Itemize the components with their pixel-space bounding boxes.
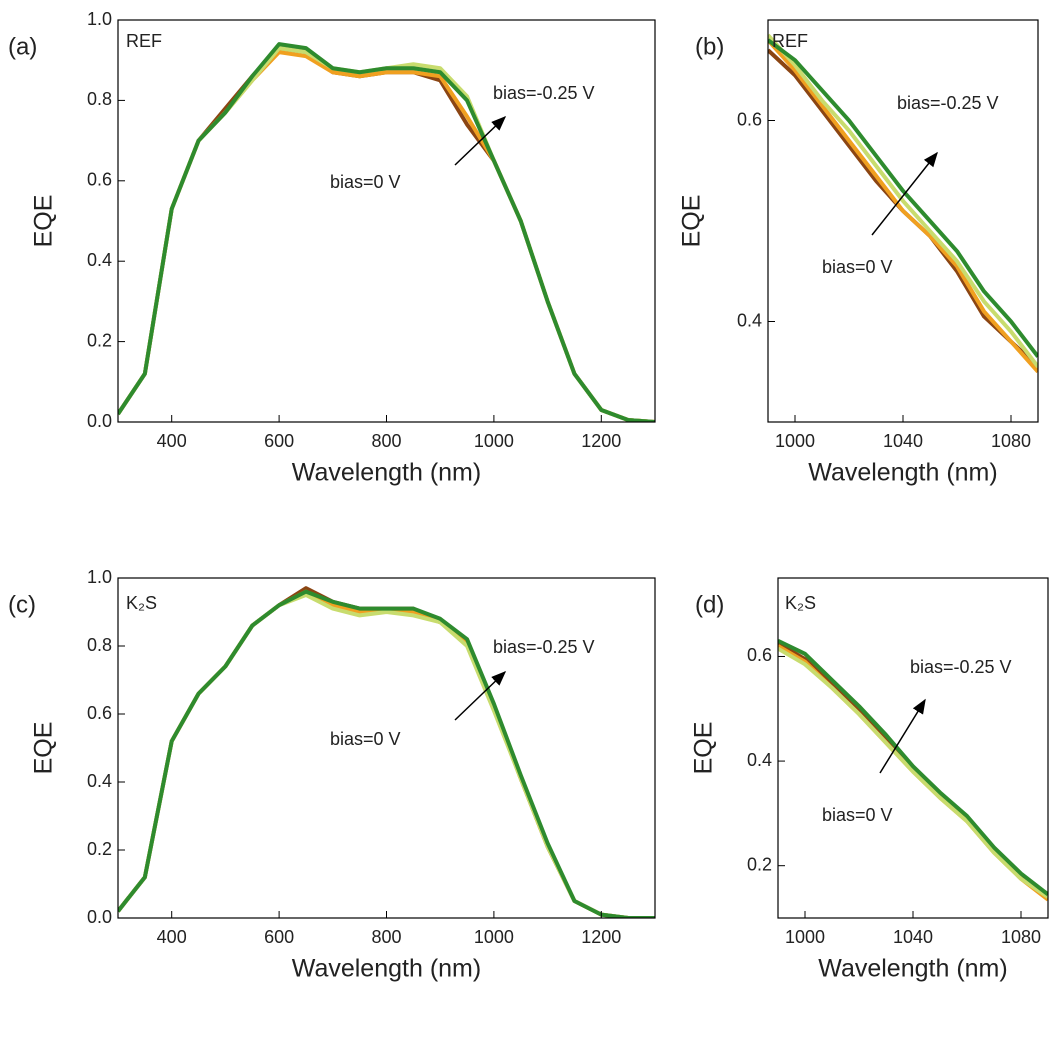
y-tick-label: 1.0: [87, 9, 112, 29]
panel-label: (c): [8, 591, 36, 618]
x-tick-label: 1080: [1001, 927, 1041, 947]
data-line: [118, 50, 655, 422]
x-tick-label: 1080: [991, 431, 1031, 451]
y-tick-label: 0.4: [87, 771, 112, 791]
x-tick-label: 1000: [474, 431, 514, 451]
x-tick-label: 400: [157, 927, 187, 947]
arrow: [454, 670, 507, 721]
y-tick-label: 0.4: [737, 310, 762, 330]
x-axis-title: Wavelength (nm): [292, 955, 481, 983]
data-line: [118, 46, 655, 422]
annotation: bias=0 V: [330, 729, 401, 749]
data-line: [778, 646, 1048, 899]
x-tick-label: 600: [264, 431, 294, 451]
data-line: [778, 638, 1048, 897]
y-axis-title: EQE: [30, 722, 58, 775]
x-tick-label: 1000: [785, 927, 825, 947]
x-tick-label: 600: [264, 927, 294, 947]
x-axis-title: Wavelength (nm): [808, 459, 997, 487]
annotation: bias=0 V: [330, 172, 401, 192]
data-line: [118, 42, 655, 422]
y-tick-label: 0.8: [87, 635, 112, 655]
y-axis-title: EQE: [678, 195, 706, 248]
annotation: bias=0 V: [822, 805, 893, 825]
x-tick-label: 400: [157, 431, 187, 451]
data-line: [118, 589, 655, 918]
sample-label: K₂S: [126, 593, 157, 613]
annotation: bias=-0.25 V: [493, 637, 595, 657]
y-tick-label: 0.2: [747, 854, 772, 874]
x-tick-label: 1200: [581, 431, 621, 451]
annotation: bias=-0.25 V: [897, 93, 999, 113]
data-line: [768, 33, 1038, 368]
x-tick-label: 1000: [474, 927, 514, 947]
y-tick-label: 0.6: [737, 109, 762, 129]
arrow: [879, 698, 926, 774]
panel-label: (b): [695, 33, 724, 60]
annotation: bias=-0.25 V: [493, 83, 595, 103]
y-tick-label: 0.0: [87, 907, 112, 927]
y-tick-label: 0.6: [747, 645, 772, 665]
x-tick-label: 800: [371, 431, 401, 451]
y-tick-label: 1.0: [87, 567, 112, 587]
y-tick-label: 0.2: [87, 330, 112, 350]
x-tick-label: 1040: [883, 431, 923, 451]
data-line: [768, 38, 1038, 358]
x-tick-label: 800: [371, 927, 401, 947]
x-tick-label: 1040: [893, 927, 933, 947]
panel-label: (a): [8, 33, 37, 60]
sample-label: K₂S: [785, 593, 816, 613]
x-axis-title: Wavelength (nm): [818, 955, 1007, 983]
data-line: [768, 38, 1038, 374]
y-axis-title: EQE: [30, 195, 58, 248]
y-tick-label: 0.8: [87, 89, 112, 109]
y-tick-label: 0.6: [87, 170, 112, 190]
y-tick-label: 0.2: [87, 839, 112, 859]
x-axis-title: Wavelength (nm): [292, 459, 481, 487]
data-line: [118, 46, 655, 422]
x-tick-label: 1000: [775, 431, 815, 451]
panel-label: (d): [695, 591, 724, 618]
sample-label: REF: [126, 31, 162, 51]
plot-frame: [117, 19, 656, 423]
annotation: bias=0 V: [822, 257, 893, 277]
y-tick-label: 0.6: [87, 703, 112, 723]
x-tick-label: 1200: [581, 927, 621, 947]
y-tick-label: 0.4: [747, 750, 772, 770]
sample-label: REF: [772, 31, 808, 51]
annotation: bias=-0.25 V: [910, 657, 1012, 677]
arrow: [871, 151, 938, 236]
y-axis-title: EQE: [690, 722, 718, 775]
y-tick-label: 0.0: [87, 411, 112, 431]
y-tick-label: 0.4: [87, 250, 112, 270]
arrow: [454, 115, 507, 166]
